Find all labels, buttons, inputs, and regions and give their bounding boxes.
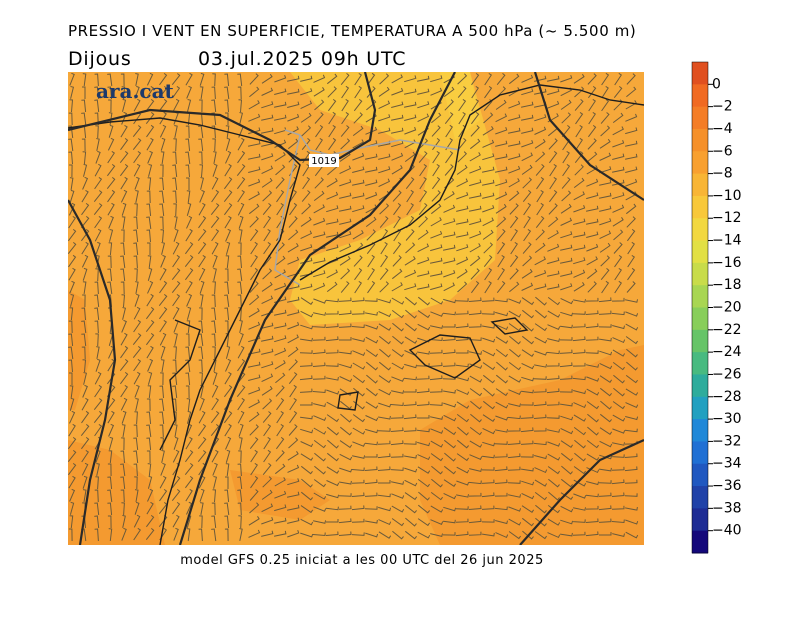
colorbar-label: −24 — [712, 344, 742, 360]
colorbar-segment — [692, 84, 708, 108]
colorbar-segment — [692, 195, 708, 219]
isobar-label-box — [309, 154, 339, 167]
colorbar-segment — [692, 486, 708, 509]
map: 1019 ara.cat — [68, 72, 644, 545]
colorbar-segment — [692, 463, 708, 487]
colorbar-segment — [692, 62, 708, 85]
colorbar-segment — [692, 419, 708, 442]
colorbar-segment — [692, 173, 708, 197]
colorbar-segment — [692, 307, 708, 331]
coastline — [159, 319, 201, 451]
colorbar-label: −10 — [712, 188, 742, 204]
logo: ara.cat — [96, 79, 175, 103]
isobar — [178, 72, 456, 545]
isobar — [68, 199, 117, 545]
colorbar-label: 0 — [712, 76, 721, 92]
title: PRESSIO I VENT EN SUPERFICIE, TEMPERATUR… — [68, 22, 636, 40]
warm-zone — [440, 72, 480, 140]
cool-zone — [68, 290, 90, 410]
colorbar-segment — [692, 396, 708, 420]
coastline — [299, 84, 644, 281]
colorbar-segment — [692, 441, 708, 465]
colorbar-label: −4 — [712, 121, 733, 137]
wind-barbs — [68, 72, 639, 542]
colorbar-label: −12 — [712, 210, 742, 226]
colorbar-label: −40 — [712, 523, 742, 539]
colorbar-label: −26 — [712, 366, 742, 382]
colorbar-segment — [692, 508, 708, 532]
colorbar-label: −20 — [712, 300, 742, 316]
colorbar-segment — [692, 530, 708, 554]
colorbar-segment — [692, 262, 708, 286]
colorbar-segment — [692, 285, 708, 308]
colorbar-label: −38 — [712, 500, 742, 516]
warm-zone — [290, 72, 500, 325]
colorbar-label: −32 — [712, 433, 742, 449]
colorbar-segment — [692, 128, 708, 152]
colorbar-label: −18 — [712, 277, 742, 293]
colorbar-segment — [692, 151, 708, 175]
isobar — [519, 438, 644, 545]
wind-barb — [68, 72, 639, 542]
island — [490, 317, 529, 335]
colorbar-label: −16 — [712, 255, 742, 271]
colorbar-segment — [692, 374, 708, 398]
coastline — [68, 117, 301, 545]
colorbar-label: −8 — [712, 166, 733, 182]
colorbar-label: −30 — [712, 411, 742, 427]
day: Dijous — [68, 48, 132, 70]
footer: model GFS 0.25 iniciat a les 00 UTC del … — [180, 553, 543, 568]
border — [274, 129, 461, 286]
island — [408, 334, 481, 379]
colorbar-label: −36 — [712, 478, 742, 494]
colorbar-segment — [692, 240, 708, 264]
isobar-label: 1019 — [311, 156, 336, 167]
colorbar-segment — [692, 352, 708, 375]
colorbar-label: −2 — [712, 99, 733, 115]
colorbar-label: −22 — [712, 322, 742, 338]
colorbar-segment — [692, 218, 708, 242]
cool-zone — [420, 345, 644, 545]
colorbar: 0 −2 −4 −6 −8 −10 −12 −14 −16 −18 −20 −22 −24 −26 −28 −… — [691, 61, 742, 554]
island — [337, 391, 359, 411]
colorbar-segment — [692, 329, 708, 353]
isobar — [68, 72, 377, 162]
colorbar-label: −28 — [712, 389, 742, 405]
colorbar-label: −34 — [712, 456, 742, 472]
isobar — [533, 72, 644, 201]
datetime: 03.jul.2025 09h UTC — [198, 48, 406, 70]
colorbar-segment — [692, 106, 708, 130]
colorbar-label: −14 — [712, 233, 742, 249]
colorbar-label: −6 — [712, 143, 733, 159]
colorbar-frame — [691, 61, 709, 554]
cool-zone — [68, 440, 165, 545]
